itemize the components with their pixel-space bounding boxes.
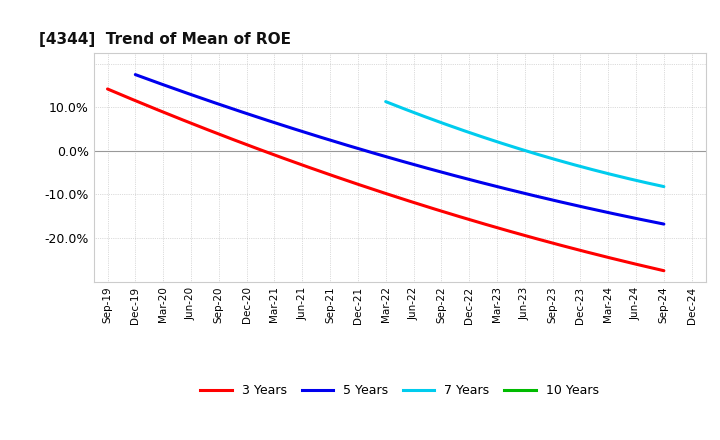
Text: [4344]  Trend of Mean of ROE: [4344] Trend of Mean of ROE [39,33,290,48]
Legend: 3 Years, 5 Years, 7 Years, 10 Years: 3 Years, 5 Years, 7 Years, 10 Years [195,379,604,402]
